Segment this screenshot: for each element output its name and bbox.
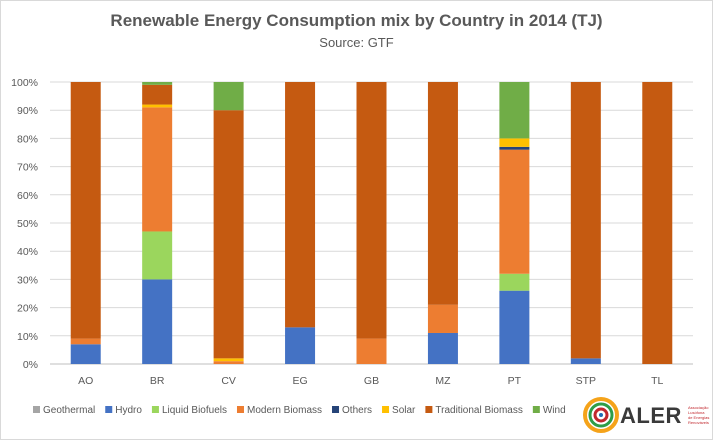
- y-axis-ticks: 0% 10% 20% 30% 40% 50% 60% 70% 80% 90% 100%: [11, 77, 38, 371]
- bar-segment-pt-hydro: [499, 290, 530, 364]
- y-tick-label: 30%: [17, 274, 38, 286]
- aler-logo-icon: [583, 397, 619, 433]
- legend-label: Others: [342, 405, 372, 416]
- bar-segment-cv-wind: [213, 82, 244, 111]
- y-tick-label: 60%: [17, 190, 38, 202]
- bar-segment-eg-hydro: [285, 327, 316, 364]
- bar-segment-cv-solar: [213, 358, 244, 362]
- y-tick-label: 90%: [17, 105, 38, 117]
- bar-segment-gb-modern-biomass: [356, 338, 387, 364]
- bar-segment-stp-traditional-biomass: [570, 82, 601, 359]
- legend-label: Modern Biomass: [247, 405, 322, 416]
- bar-segment-cv-traditional-biomass: [213, 110, 244, 359]
- bar-segment-br-modern-biomass: [142, 107, 173, 232]
- bar-segment-eg-traditional-biomass: [285, 82, 316, 328]
- legend-swatch: [532, 406, 540, 413]
- x-tick-label: AO: [78, 375, 93, 387]
- bar-segment-br-solar: [142, 104, 173, 108]
- y-tick-label: 10%: [17, 331, 38, 343]
- legend-swatch: [382, 406, 390, 413]
- bar-segment-pt-liquid-biofuels: [499, 273, 530, 291]
- y-tick-label: 80%: [17, 133, 38, 145]
- bar-segment-pt-wind: [499, 82, 530, 139]
- y-tick-label: 50%: [17, 218, 38, 230]
- legend-label: Traditional Biomass: [435, 405, 522, 416]
- bar-segment-stp-hydro: [570, 358, 601, 364]
- logo-wordmark: ALER: [620, 403, 682, 428]
- y-tick-label: 20%: [17, 303, 38, 315]
- bar-segment-tl-traditional-biomass: [642, 82, 673, 364]
- bar-segment-mz-modern-biomass: [427, 304, 458, 333]
- x-tick-label: EG: [292, 375, 307, 387]
- legend: Geothermal Hydro Liquid Biofuels Modern Bio…: [33, 405, 566, 416]
- logo-tagline: Associação Lusófona de Energias Renováve…: [688, 405, 710, 425]
- legend-label: Liquid Biofuels: [162, 405, 227, 416]
- legend-swatch: [33, 406, 40, 413]
- bar-segment-gb-traditional-biomass: [356, 82, 387, 339]
- legend-label: Hydro: [115, 405, 142, 416]
- y-tick-label: 40%: [17, 246, 38, 258]
- legend-label: Geothermal: [43, 405, 95, 416]
- x-tick-label: CV: [221, 375, 236, 387]
- x-tick-label: BR: [150, 375, 165, 387]
- legend-swatch: [332, 406, 340, 413]
- y-tick-label: 70%: [17, 162, 38, 174]
- bar-segment-ao-traditional-biomass: [70, 82, 101, 339]
- bars: [70, 82, 673, 364]
- chart-title: Renewable Energy Consumption mix by Coun…: [110, 11, 603, 30]
- bar-segment-br-traditional-biomass: [142, 84, 173, 105]
- bar-segment-br-liquid-biofuels: [142, 231, 173, 280]
- bar-segment-ao-hydro: [70, 344, 101, 364]
- x-tick-label: GB: [364, 375, 379, 387]
- legend-label: Wind: [543, 405, 566, 416]
- x-tick-label: MZ: [435, 375, 451, 387]
- bar-segment-pt-others: [499, 146, 530, 150]
- bar-segment-br-hydro: [142, 279, 173, 364]
- bar-segment-ao-modern-biomass: [70, 338, 101, 345]
- legend-swatch: [236, 406, 244, 413]
- legend-swatch: [105, 406, 113, 413]
- bar-segment-cv-modern-biomass: [213, 361, 244, 364]
- legend-swatch: [425, 406, 433, 413]
- y-tick-label: 0%: [23, 359, 38, 371]
- x-tick-label: PT: [508, 375, 522, 387]
- bar-segment-mz-traditional-biomass: [427, 82, 458, 305]
- bar-segment-mz-hydro: [427, 332, 458, 364]
- x-tick-label: TL: [651, 375, 663, 387]
- bar-segment-pt-modern-biomass: [499, 149, 530, 274]
- legend-label: Solar: [392, 405, 416, 416]
- bar-segment-br-wind: [142, 82, 173, 85]
- chart-subtitle: Source: GTF: [319, 35, 394, 50]
- y-tick-label: 100%: [11, 77, 38, 89]
- x-tick-label: STP: [576, 375, 596, 387]
- aler-logo: ALER Associação Lusófona de Energias Ren…: [583, 395, 711, 435]
- bar-segment-pt-solar: [499, 138, 530, 147]
- x-axis-ticks: AO BR CV EG GB MZ PT STP TL: [78, 375, 663, 387]
- legend-swatch: [151, 406, 159, 413]
